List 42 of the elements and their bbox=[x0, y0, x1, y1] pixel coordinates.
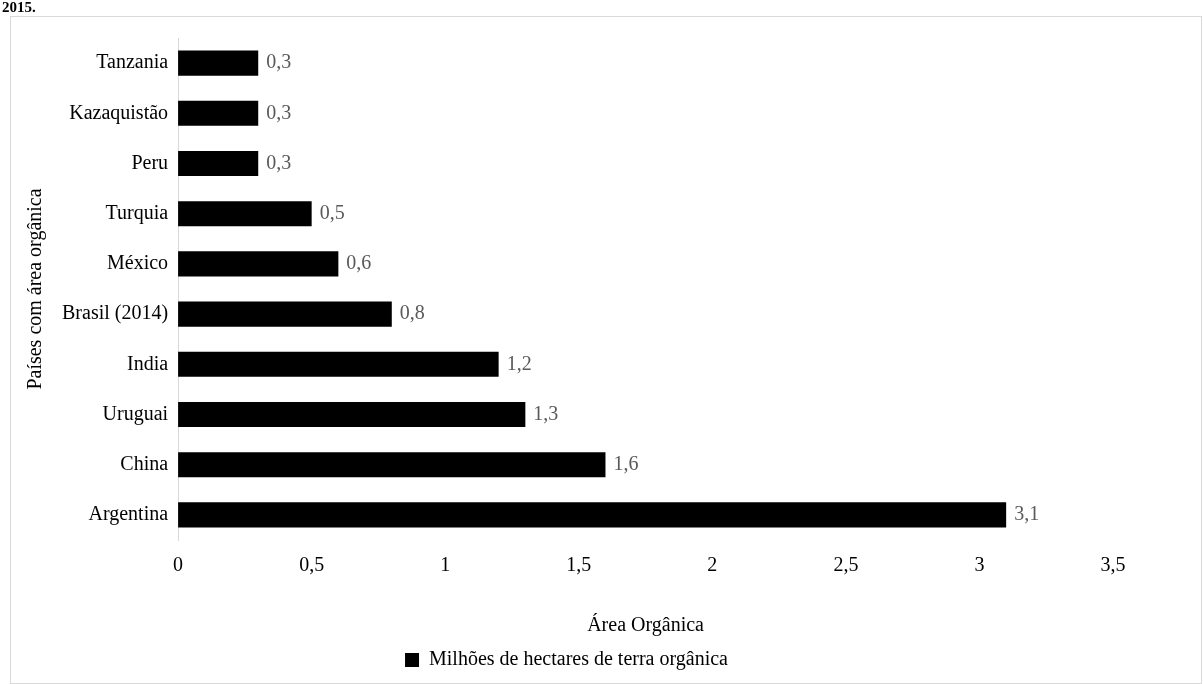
bar bbox=[178, 251, 339, 277]
x-tick-label: 0 bbox=[173, 553, 184, 576]
x-tick-label: 1 bbox=[440, 553, 451, 576]
data-label: 3,1 bbox=[1014, 502, 1040, 525]
x-tick-label: 2,5 bbox=[833, 553, 859, 576]
data-label: 1,2 bbox=[506, 351, 532, 374]
data-label: 0,3 bbox=[266, 100, 292, 123]
bar bbox=[178, 401, 526, 428]
x-tick-label: 2 bbox=[707, 553, 718, 576]
x-tick-label: 3 bbox=[974, 553, 985, 576]
y-tick-label: Tanzania bbox=[96, 50, 169, 73]
y-tick-label: Uruguai bbox=[102, 401, 169, 425]
bar bbox=[178, 150, 259, 177]
bar bbox=[178, 50, 259, 76]
bar bbox=[178, 100, 259, 126]
y-tick-label: México bbox=[107, 251, 169, 274]
y-tick-label: India bbox=[127, 351, 169, 374]
x-tick-label: 1,5 bbox=[566, 553, 592, 576]
x-axis-title: Área Orgânica bbox=[587, 613, 705, 637]
data-label: 1,3 bbox=[533, 401, 559, 424]
bar bbox=[178, 301, 392, 327]
data-label: 0,6 bbox=[346, 251, 372, 274]
y-tick-label: Peru bbox=[131, 150, 169, 173]
bar bbox=[178, 452, 606, 478]
legend-label: Milhões de hectares de terra orgânica bbox=[429, 647, 729, 671]
data-label: 0,5 bbox=[319, 200, 345, 223]
y-tick-label: Kazaquistão bbox=[69, 100, 169, 124]
data-label: 0,8 bbox=[399, 301, 425, 324]
y-tick-label: China bbox=[120, 451, 169, 474]
data-label: 0,3 bbox=[266, 150, 292, 173]
bar bbox=[178, 201, 312, 227]
x-tick-label: 0,5 bbox=[299, 553, 325, 576]
text: 2015. bbox=[2, 0, 36, 15]
bar bbox=[178, 502, 1007, 528]
x-tick-label: 3,5 bbox=[1100, 553, 1126, 576]
y-tick-label: Argentina bbox=[88, 502, 169, 526]
y-tick-label: Brasil (2014) bbox=[62, 301, 169, 325]
data-label: 1,6 bbox=[613, 451, 639, 474]
data-label: 0,3 bbox=[266, 50, 292, 73]
bar bbox=[178, 351, 499, 377]
y-axis-title: Países com área orgânica bbox=[23, 188, 47, 390]
y-tick-label: Turquia bbox=[105, 200, 169, 224]
